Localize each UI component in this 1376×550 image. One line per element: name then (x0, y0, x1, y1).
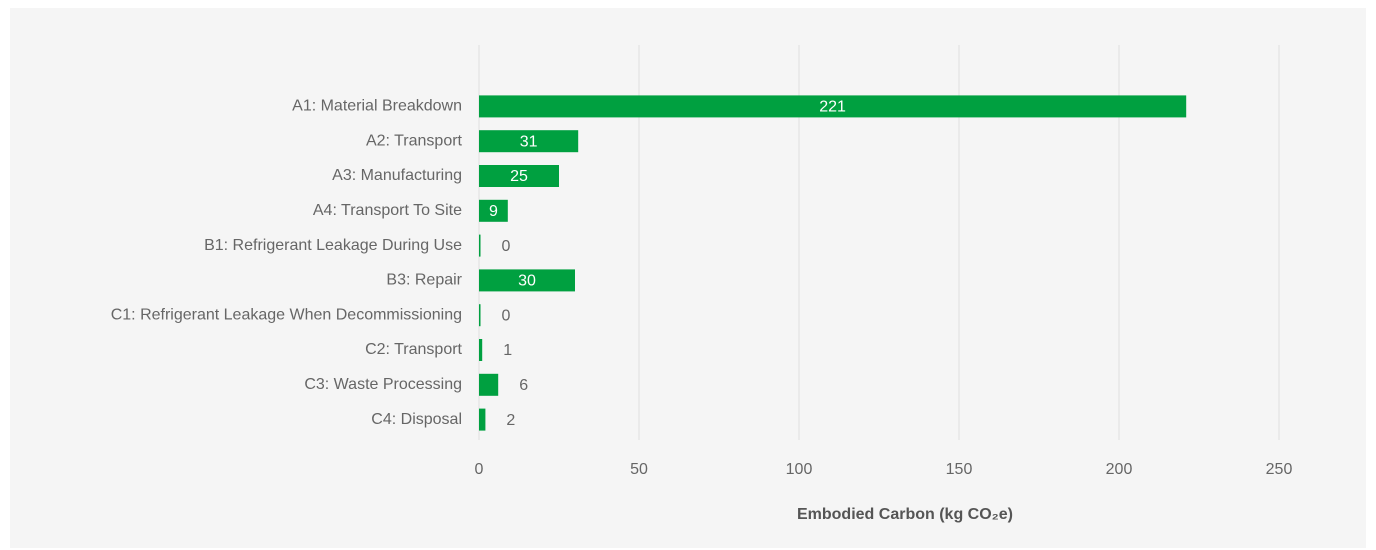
x-axis-title: Embodied Carbon (kg CO₂e) (797, 506, 1013, 523)
bar (479, 95, 1187, 118)
data-label: 9 (489, 203, 498, 220)
x-tick-label: 200 (1106, 461, 1133, 478)
data-label: 1 (503, 342, 512, 359)
y-tick-label: A3: Manufacturing (332, 167, 462, 184)
x-tick-label: 0 (475, 461, 484, 478)
bar (479, 165, 559, 187)
bar (479, 199, 508, 222)
y-tick-label: C3: Waste Processing (304, 376, 462, 393)
x-tick-label: 250 (1266, 461, 1293, 478)
x-tick-label: 100 (786, 461, 813, 478)
data-label: 25 (510, 168, 528, 185)
bar (479, 269, 575, 292)
data-label: 2 (506, 412, 515, 429)
y-tick-label: B1: Refrigerant Leakage During Use (204, 237, 462, 254)
chart-background (10, 8, 1366, 548)
y-tick-label: B3: Repair (386, 272, 462, 289)
x-tick-label: 50 (630, 461, 648, 478)
bar (479, 304, 481, 327)
data-label: 0 (502, 238, 511, 255)
data-label: 31 (520, 133, 538, 150)
bar (479, 339, 483, 361)
bar (479, 234, 481, 257)
y-tick-label: A4: Transport To Site (313, 202, 462, 219)
data-label: 0 (502, 307, 511, 324)
bar (479, 130, 579, 153)
bar (479, 373, 499, 396)
y-tick-label: C1: Refrigerant Leakage When Decommissio… (111, 306, 462, 323)
y-tick-label: A1: Material Breakdown (292, 98, 462, 115)
x-tick-label: 150 (946, 461, 973, 478)
y-tick-label: C4: Disposal (371, 411, 462, 428)
data-label: 6 (519, 377, 528, 394)
data-label: 221 (819, 99, 846, 116)
bar (479, 408, 486, 431)
data-label: 30 (518, 273, 536, 290)
y-tick-label: A2: Transport (366, 132, 463, 149)
y-tick-label: C2: Transport (365, 341, 462, 358)
